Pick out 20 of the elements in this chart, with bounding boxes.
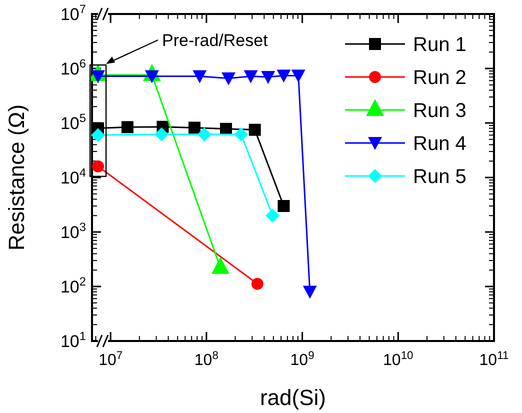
legend-label: Run 2 [413, 67, 466, 89]
legend-label: Run 1 [413, 34, 466, 56]
x-tick-label: 10$^{7}$ [98, 350, 123, 369]
y-tick-label: 10$^{5}$ [60, 111, 86, 133]
legend-label: Run 4 [413, 133, 466, 155]
y-tick-label: 10$^{7}$ [60, 2, 86, 24]
annotation: Pre-rad/Reset [162, 31, 268, 50]
y-tick-label: 10$^{1}$ [60, 329, 86, 351]
x-axis-title: rad(Si) [260, 385, 326, 410]
x-tick-label: 10$^{10}$ [383, 350, 414, 369]
x-tick-label: 10$^{9}$ [290, 350, 314, 369]
x-tick-label: 10$^{8}$ [194, 350, 218, 369]
legend-label: Run 3 [413, 100, 466, 122]
y-tick-label: 10$^{4}$ [60, 166, 86, 188]
y-tick-label: 10$^{2}$ [60, 274, 86, 296]
y-axis-title: Resistance (Ω) [4, 104, 29, 251]
y-tick-label: 10$^{6}$ [60, 56, 86, 78]
x-tick-label: 10$^{11}$ [479, 350, 509, 369]
legend-label: Run 5 [413, 166, 466, 188]
y-tick-label: 10$^{3}$ [60, 220, 86, 242]
